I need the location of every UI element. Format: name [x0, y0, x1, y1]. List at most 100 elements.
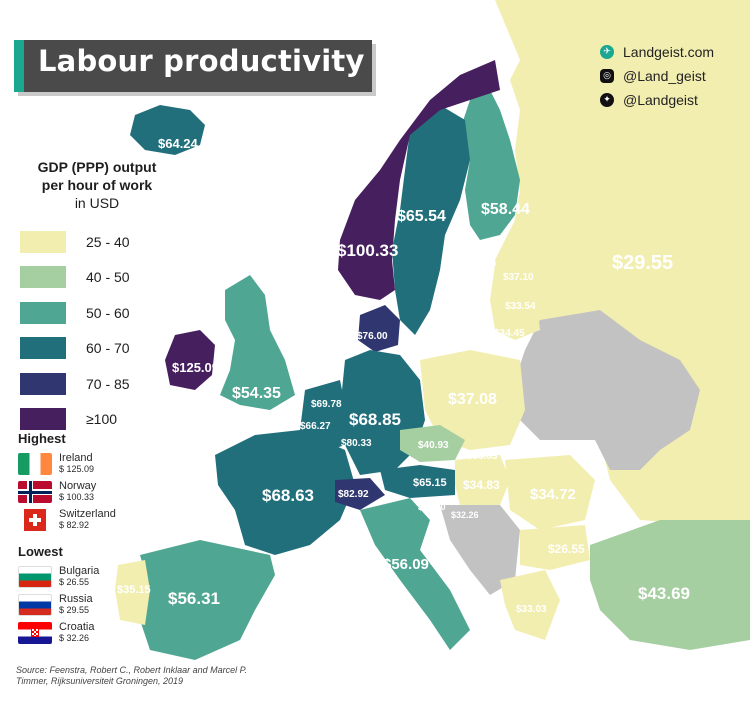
region-hungary: [455, 455, 510, 505]
rank-value: $ 82.92: [59, 520, 90, 530]
legend-label: 40 - 50: [86, 269, 130, 286]
legend-label: 60 - 70: [86, 340, 130, 357]
switzerland-flag-icon: [18, 509, 52, 531]
social-links: ✈ Landgeist.com ◎ @Land_geist ✦ @Landgei…: [600, 40, 714, 112]
social-row-instagram[interactable]: ◎ @Land_geist: [600, 64, 714, 88]
social-website-text: Landgeist.com: [623, 44, 715, 60]
region-greece: [500, 570, 560, 640]
rank-item-bulgaria: Bulgaria $ 26.55: [18, 566, 99, 588]
value-iceland: $64.24: [158, 136, 199, 151]
source-line2: Timmer, Rijksuniversiteit Groningen, 201…: [16, 676, 183, 686]
source-note: Source: Feenstra, Robert C., Robert Inkl…: [16, 665, 316, 687]
rank-value: $ 125.09: [59, 464, 95, 474]
value-poland: $37.08: [448, 391, 497, 408]
value-austria: $65.15: [413, 477, 447, 489]
value-romania: $34.72: [530, 486, 576, 503]
value-netherlands: $69.78: [311, 399, 342, 410]
value-ireland: $125.09: [172, 360, 219, 375]
legend-label: 50 - 60: [86, 304, 130, 321]
legend-item: 60 - 70: [20, 331, 130, 367]
value-belgium: $66.27: [300, 421, 331, 432]
region-finland: [460, 90, 520, 240]
norway-flag-icon: [18, 481, 52, 503]
legend-item: 25 - 40: [20, 224, 130, 260]
russia-flag-icon: [18, 594, 52, 616]
rank-item-croatia: Croatia $ 32.26: [18, 622, 94, 644]
social-row-twitter[interactable]: ✦ @Landgeist: [600, 88, 714, 112]
social-row-website[interactable]: ✈ Landgeist.com: [600, 40, 714, 64]
region-portugal: [115, 560, 150, 625]
value-turkey: $43.69: [638, 584, 690, 603]
region-uk: [220, 275, 295, 410]
region-iceland: [130, 105, 205, 155]
legend-item: 50 - 60: [20, 295, 130, 331]
value-finland: $58.44: [481, 201, 530, 218]
rank-item-norway: Norway $ 100.33: [18, 481, 96, 503]
value-norway: $100.33: [337, 241, 398, 260]
legend-swatch: [20, 266, 66, 289]
rank-item-switzerland: Switzerland $ 82.92: [18, 509, 116, 531]
region-norway: [338, 60, 500, 300]
globe-icon: ✈: [600, 45, 614, 59]
highest-heading: Highest: [18, 431, 66, 446]
croatia-flag-icon: [18, 622, 52, 644]
value-czechia: $40.93: [418, 440, 449, 451]
legend-title-line3: in USD: [74, 195, 120, 211]
region-poland: [420, 350, 525, 450]
rank-value: $ 26.55: [59, 577, 90, 587]
rank-country: Russia: [59, 593, 93, 605]
legend-swatch: [20, 372, 66, 395]
legend-label: ≥100: [86, 411, 118, 428]
lowest-heading: Lowest: [18, 544, 63, 559]
rank-value: $ 100.33: [59, 492, 95, 502]
social-instagram-text: @Land_geist: [623, 68, 706, 84]
value-greece: $33.03: [516, 604, 547, 615]
region-czechia: [400, 425, 465, 462]
value-switzerland: $82.92: [338, 489, 369, 500]
social-twitter-text: @Landgeist: [623, 92, 698, 108]
legend-title: GDP (PPP) output per hour of work in USD: [14, 158, 180, 212]
rank-country: Croatia: [59, 621, 95, 633]
region-denmark: [358, 305, 400, 352]
value-sweden: $65.54: [397, 208, 446, 225]
ireland-flag-icon: [18, 453, 52, 475]
rank-country: Bulgaria: [59, 565, 100, 577]
value-italy: $56.09: [383, 556, 429, 573]
rank-item-russia: Russia $ 29.55: [18, 594, 93, 616]
rank-country: Norway: [59, 480, 97, 492]
legend-swatch: [20, 301, 66, 324]
value-slovakia: $35.83: [467, 451, 498, 462]
legend-title-line2: per hour of work: [41, 177, 153, 193]
region-turkey: [590, 520, 750, 650]
region-balkans: [440, 505, 520, 595]
value-cyprus: $42.39: [661, 656, 686, 665]
region-no-data-east: [515, 310, 700, 470]
twitter-icon: ✦: [600, 93, 614, 107]
legend-swatch: [20, 408, 66, 431]
region-france: [215, 430, 355, 555]
region-spain: [140, 540, 275, 660]
title-banner: Labour productivity: [14, 40, 372, 92]
bulgaria-flag-icon: [18, 566, 52, 588]
value-russia: $29.55: [612, 252, 673, 274]
region-baltics: [490, 260, 540, 340]
region-austria: [380, 465, 455, 498]
value-luxembourg: $80.33: [341, 438, 372, 449]
value-malta: $40.63: [444, 683, 469, 692]
instagram-icon: ◎: [600, 69, 614, 83]
value-france: $68.63: [262, 486, 314, 505]
value-uk: $54.35: [232, 385, 281, 402]
rank-item-ireland: Ireland $ 125.09: [18, 453, 94, 475]
value-lithuania: $34.45: [494, 328, 525, 339]
value-denmark: $76.00: [357, 331, 388, 342]
legend-item: ≥100: [20, 402, 130, 438]
region-sweden: [392, 105, 470, 335]
region-bulgaria: [520, 525, 590, 570]
rank-country: Ireland: [59, 452, 93, 464]
rank-value: $ 32.26: [59, 633, 90, 643]
region-benelux: [300, 380, 348, 450]
value-croatia: $32.26: [451, 510, 479, 520]
value-germany: $68.85: [349, 410, 401, 429]
region-switzerland: [335, 478, 385, 510]
legend-label: 25 - 40: [86, 233, 130, 250]
